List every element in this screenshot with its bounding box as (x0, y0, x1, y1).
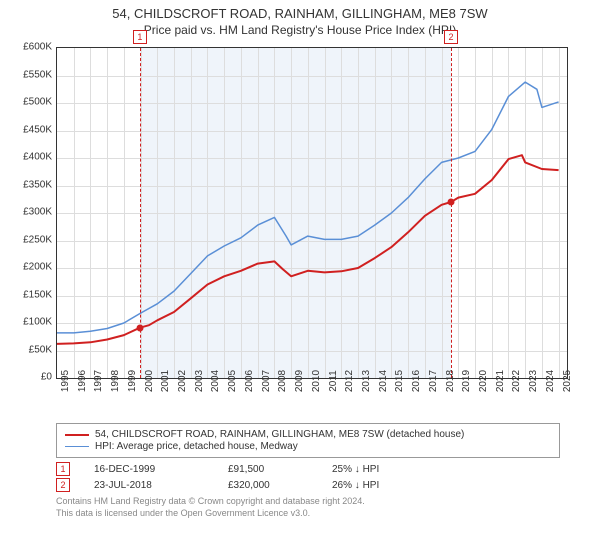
event-price: £320,000 (228, 480, 308, 491)
legend-swatch (65, 434, 89, 436)
xtick-label: 2009 (294, 370, 305, 392)
xtick-label: 2004 (210, 370, 221, 392)
xtick-label: 2015 (394, 370, 405, 392)
title-block: 54, CHILDSCROFT ROAD, RAINHAM, GILLINGHA… (0, 0, 600, 39)
event-note: 26% ↓ HPI (332, 480, 432, 491)
event-marker: 1 (133, 30, 147, 44)
ytick-label: £350K (23, 179, 52, 190)
xtick-label: 2003 (194, 370, 205, 392)
legend-row: HPI: Average price, detached house, Medw… (65, 441, 551, 452)
event-line (451, 48, 452, 378)
ytick-label: £600K (23, 42, 52, 53)
ytick-label: £200K (23, 262, 52, 273)
xtick-label: 2006 (244, 370, 255, 392)
xtick-label: 1995 (60, 370, 71, 392)
chart-container: 54, CHILDSCROFT ROAD, RAINHAM, GILLINGHA… (0, 0, 600, 560)
event-row: 1 16-DEC-1999 £91,500 25% ↓ HPI (56, 462, 560, 476)
event-marker: 2 (444, 30, 458, 44)
xtick-label: 2021 (495, 370, 506, 392)
ytick-label: £150K (23, 289, 52, 300)
ytick-label: £550K (23, 69, 52, 80)
ytick-label: £50K (29, 344, 52, 355)
ytick-label: £450K (23, 124, 52, 135)
series-property (57, 155, 559, 344)
xtick-label: 2012 (344, 370, 355, 392)
event-dot (447, 199, 454, 206)
xtick-label: 2014 (378, 370, 389, 392)
xtick-label: 2008 (277, 370, 288, 392)
legend-label: 54, CHILDSCROFT ROAD, RAINHAM, GILLINGHA… (95, 429, 464, 440)
xtick-label: 2011 (328, 370, 339, 392)
event-note: 25% ↓ HPI (332, 464, 432, 475)
xtick-label: 2007 (261, 370, 272, 392)
chart-area: 12 £0 £50K £100K £150K £200K £250K £300K £350K £… (10, 39, 570, 419)
xtick-label: 2005 (227, 370, 238, 392)
xtick-label: 2001 (160, 370, 171, 392)
xtick-label: 2017 (428, 370, 439, 392)
legend: 54, CHILDSCROFT ROAD, RAINHAM, GILLINGHA… (56, 423, 560, 458)
ytick-label: £500K (23, 97, 52, 108)
xtick-label: 2016 (411, 370, 422, 392)
chart-title: 54, CHILDSCROFT ROAD, RAINHAM, GILLINGHA… (0, 6, 600, 21)
xtick-label: 2025 (562, 370, 573, 392)
series-hpi (57, 82, 559, 333)
event-dot (136, 324, 143, 331)
event-date: 16-DEC-1999 (94, 464, 204, 475)
event-row: 2 23-JUL-2018 £320,000 26% ↓ HPI (56, 478, 560, 492)
event-number-box: 1 (56, 462, 70, 476)
xtick-label: 2002 (177, 370, 188, 392)
event-date: 23-JUL-2018 (94, 480, 204, 491)
footer-line1: Contains HM Land Registry data © Crown c… (56, 496, 560, 508)
ytick-label: £400K (23, 152, 52, 163)
xtick-label: 2000 (144, 370, 155, 392)
footer-attribution: Contains HM Land Registry data © Crown c… (56, 496, 560, 519)
event-price: £91,500 (228, 464, 308, 475)
ytick-label: £0 (41, 372, 52, 383)
event-number-box: 2 (56, 478, 70, 492)
events-table: 1 16-DEC-1999 £91,500 25% ↓ HPI 2 23-JUL-2018… (56, 462, 560, 492)
xtick-label: 1998 (110, 370, 121, 392)
chart-lines-svg (57, 48, 567, 378)
xtick-label: 1997 (93, 370, 104, 392)
legend-label: HPI: Average price, detached house, Medw… (95, 441, 298, 452)
xtick-label: 2023 (528, 370, 539, 392)
xtick-label: 2024 (545, 370, 556, 392)
ytick-label: £250K (23, 234, 52, 245)
ytick-label: £300K (23, 207, 52, 218)
xtick-label: 2010 (311, 370, 322, 392)
legend-swatch (65, 446, 89, 447)
xtick-label: 2020 (478, 370, 489, 392)
xtick-label: 2019 (461, 370, 472, 392)
legend-row: 54, CHILDSCROFT ROAD, RAINHAM, GILLINGHA… (65, 429, 551, 440)
xtick-label: 1999 (127, 370, 138, 392)
xtick-label: 2022 (511, 370, 522, 392)
ytick-label: £100K (23, 317, 52, 328)
xtick-label: 1996 (77, 370, 88, 392)
xtick-label: 2013 (361, 370, 372, 392)
chart-subtitle: Price paid vs. HM Land Registry's House … (0, 23, 600, 37)
plot-region: 12 (56, 47, 568, 379)
footer-line2: This data is licensed under the Open Gov… (56, 508, 560, 520)
xtick-label: 2018 (445, 370, 456, 392)
